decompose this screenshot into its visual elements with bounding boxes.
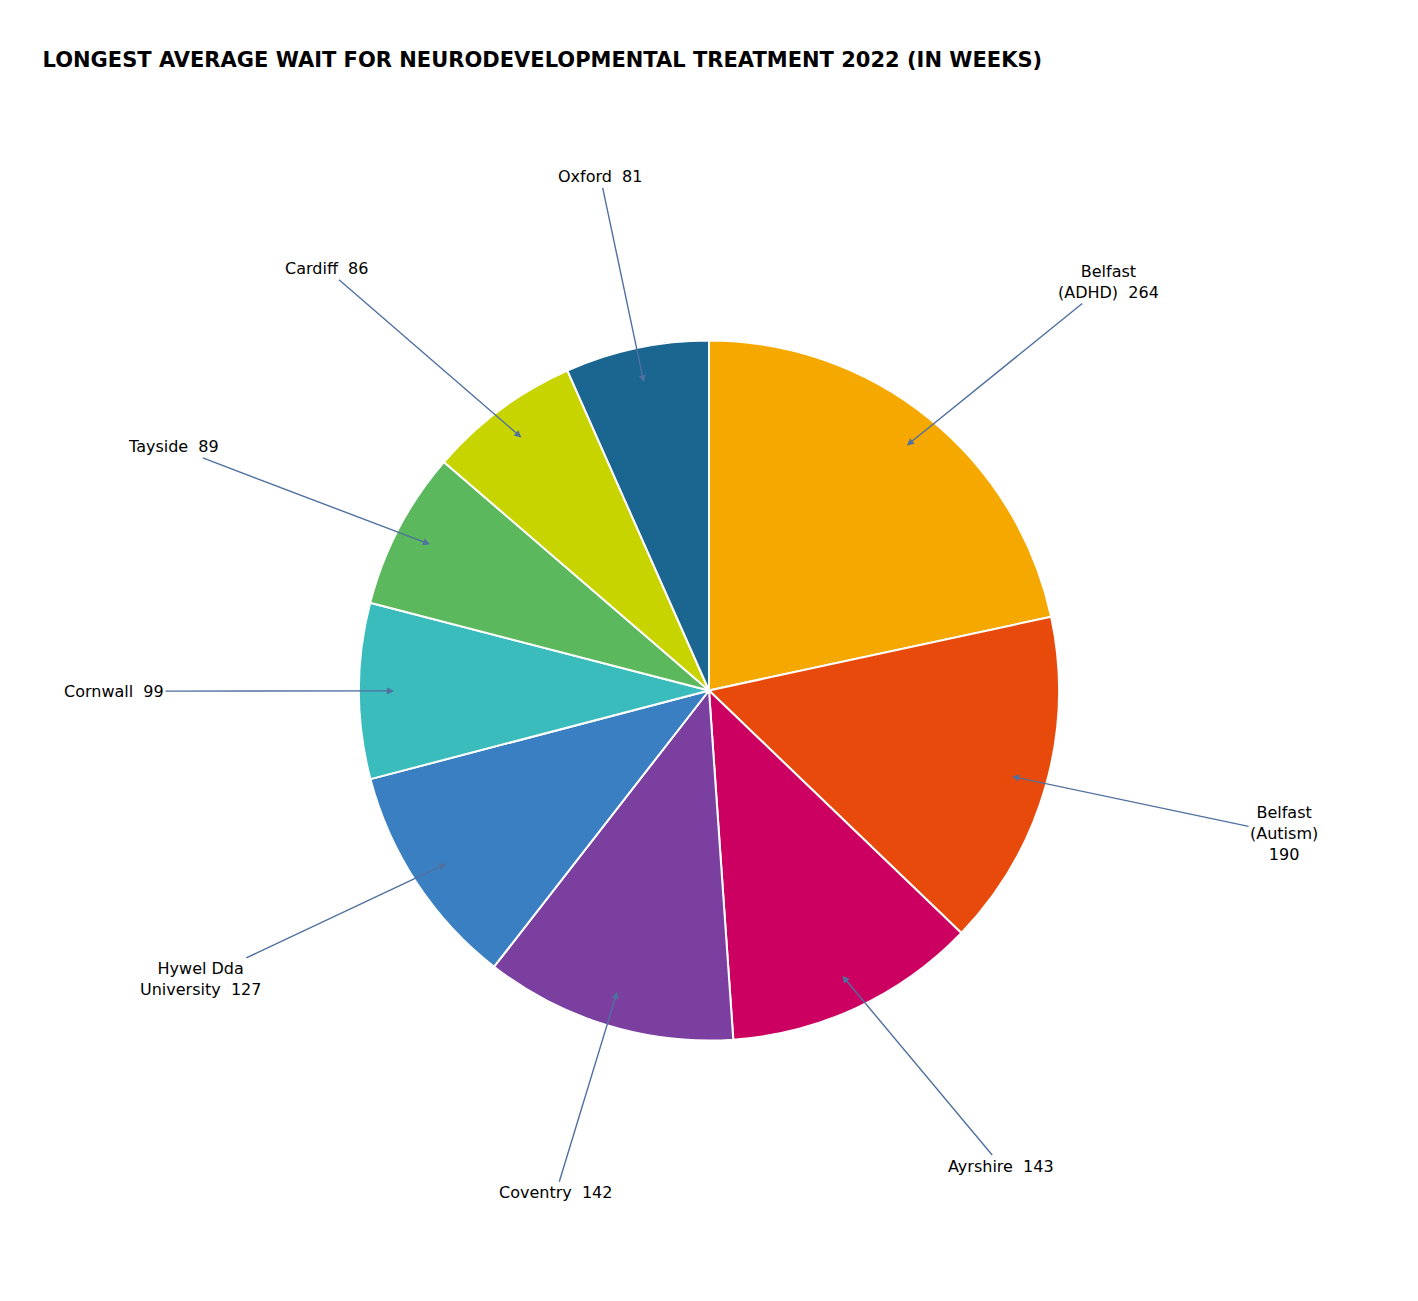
svg-text:Cardiff 86: Cardiff 86: [285, 259, 368, 278]
svg-text:LONGEST AVERAGE WAIT FOR NEURO: LONGEST AVERAGE WAIT FOR NEURODEVELOPMEN…: [43, 48, 1043, 72]
svg-text:Tayside 89: Tayside 89: [128, 437, 219, 456]
svg-text:Hywel DdaUniversity 127: Hywel DdaUniversity 127: [140, 959, 261, 999]
svg-text:Ayrshire 143: Ayrshire 143: [948, 1157, 1054, 1176]
svg-text:Belfast(Autism)190: Belfast(Autism)190: [1250, 803, 1318, 864]
svg-text:Cornwall 99: Cornwall 99: [64, 682, 164, 701]
svg-text:Belfast(ADHD) 264: Belfast(ADHD) 264: [1058, 262, 1159, 302]
svg-text:Coventry 142: Coventry 142: [499, 1183, 612, 1202]
svg-text:Oxford 81: Oxford 81: [558, 167, 642, 186]
